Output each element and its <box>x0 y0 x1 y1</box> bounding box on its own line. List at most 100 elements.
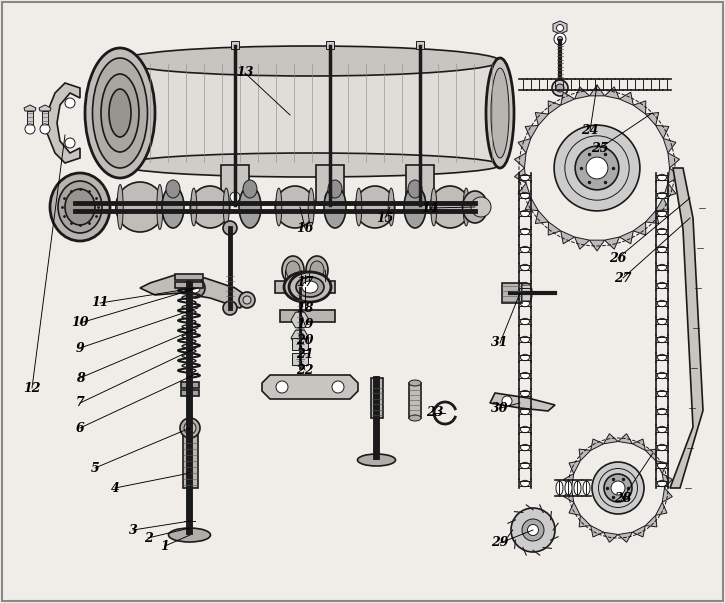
Ellipse shape <box>521 481 529 487</box>
Ellipse shape <box>116 182 164 232</box>
Ellipse shape <box>223 188 229 226</box>
Ellipse shape <box>284 272 326 302</box>
Ellipse shape <box>521 336 529 343</box>
Ellipse shape <box>658 426 666 432</box>
Ellipse shape <box>658 444 666 450</box>
Circle shape <box>471 197 491 217</box>
Ellipse shape <box>521 444 529 450</box>
Ellipse shape <box>430 186 470 228</box>
Polygon shape <box>560 231 575 244</box>
Polygon shape <box>535 113 548 125</box>
Ellipse shape <box>117 185 123 230</box>
Ellipse shape <box>565 481 572 495</box>
Bar <box>292 353 308 365</box>
Polygon shape <box>262 375 358 399</box>
Text: 27: 27 <box>614 271 631 285</box>
Ellipse shape <box>521 300 529 307</box>
Text: 28: 28 <box>614 491 631 505</box>
Text: 5: 5 <box>91 461 99 475</box>
Polygon shape <box>575 237 589 249</box>
Ellipse shape <box>431 188 436 226</box>
Ellipse shape <box>408 180 422 198</box>
Ellipse shape <box>191 188 196 226</box>
Ellipse shape <box>463 188 469 226</box>
Ellipse shape <box>289 272 331 302</box>
Polygon shape <box>589 240 605 251</box>
Ellipse shape <box>310 261 324 279</box>
Circle shape <box>230 192 240 202</box>
Circle shape <box>575 146 619 190</box>
Polygon shape <box>140 275 250 308</box>
Polygon shape <box>563 488 573 502</box>
Text: 15: 15 <box>376 212 394 224</box>
Ellipse shape <box>556 481 563 495</box>
Circle shape <box>528 525 539 535</box>
Circle shape <box>558 37 563 42</box>
Polygon shape <box>618 434 632 444</box>
Ellipse shape <box>328 180 342 198</box>
Circle shape <box>223 301 237 315</box>
Polygon shape <box>591 439 604 450</box>
Bar <box>280 310 335 322</box>
Circle shape <box>65 98 75 108</box>
Ellipse shape <box>291 277 319 297</box>
Polygon shape <box>663 183 676 198</box>
Text: 6: 6 <box>75 421 84 435</box>
Circle shape <box>325 192 335 202</box>
Ellipse shape <box>658 408 666 415</box>
Ellipse shape <box>521 408 529 415</box>
Polygon shape <box>579 516 591 527</box>
Circle shape <box>243 296 251 304</box>
Text: 9: 9 <box>75 341 84 355</box>
Text: 25: 25 <box>592 142 609 154</box>
Bar <box>221 165 249 205</box>
Polygon shape <box>522 285 532 301</box>
Text: 23: 23 <box>426 406 444 420</box>
Ellipse shape <box>521 355 529 361</box>
Polygon shape <box>589 85 605 96</box>
Ellipse shape <box>658 174 666 181</box>
Circle shape <box>552 80 568 96</box>
Polygon shape <box>605 237 619 249</box>
Ellipse shape <box>658 264 666 271</box>
Circle shape <box>554 125 640 211</box>
Ellipse shape <box>356 188 362 226</box>
Ellipse shape <box>658 247 666 253</box>
Polygon shape <box>553 21 567 34</box>
Polygon shape <box>670 168 703 488</box>
Text: 11: 11 <box>91 297 109 309</box>
Ellipse shape <box>574 481 581 495</box>
Ellipse shape <box>58 181 102 233</box>
Ellipse shape <box>282 256 304 284</box>
Ellipse shape <box>85 48 155 178</box>
Polygon shape <box>525 198 539 210</box>
Ellipse shape <box>521 264 529 271</box>
Ellipse shape <box>409 415 421 421</box>
Bar <box>181 390 199 396</box>
Ellipse shape <box>243 180 257 198</box>
Circle shape <box>502 396 512 406</box>
Circle shape <box>586 157 608 179</box>
Polygon shape <box>515 168 526 183</box>
Bar <box>409 383 421 418</box>
Ellipse shape <box>658 355 666 361</box>
Text: 22: 22 <box>297 364 314 376</box>
Circle shape <box>239 292 255 308</box>
Bar <box>371 378 383 418</box>
Polygon shape <box>591 526 604 537</box>
Polygon shape <box>633 222 646 235</box>
Circle shape <box>185 278 205 298</box>
Ellipse shape <box>276 186 315 228</box>
Circle shape <box>511 508 555 552</box>
Ellipse shape <box>521 426 529 432</box>
Ellipse shape <box>521 229 529 235</box>
Ellipse shape <box>521 192 529 198</box>
Bar <box>416 41 424 49</box>
Ellipse shape <box>658 463 666 469</box>
Ellipse shape <box>658 210 666 216</box>
Polygon shape <box>632 439 645 450</box>
Polygon shape <box>535 210 548 224</box>
Text: 17: 17 <box>297 277 314 289</box>
Ellipse shape <box>190 186 230 228</box>
Polygon shape <box>618 532 632 542</box>
